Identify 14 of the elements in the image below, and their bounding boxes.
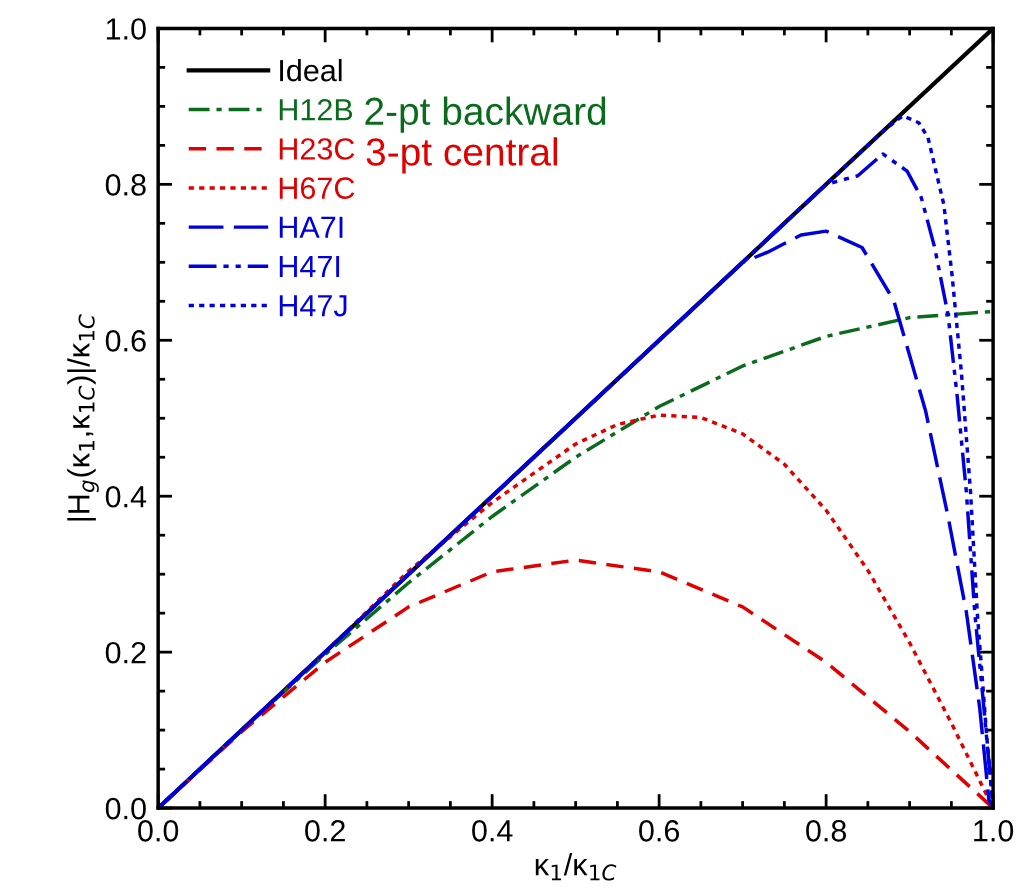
y-tick-label: 0.4 [105, 485, 147, 508]
x-tick-label: 0.0 [138, 820, 179, 842]
x-axis-title: κ$_{1}$/κ$_{1C}$ [535, 853, 617, 881]
x-tick-label: 1.0 [974, 820, 1014, 842]
y-tick-label: 0.6 [105, 330, 146, 352]
x-tick-label: 0.6 [639, 820, 680, 842]
x-tick-label: 0.4 [472, 820, 513, 842]
y-tick-label: 0.0 [105, 797, 146, 820]
x-tick-label: 0.8 [806, 820, 847, 842]
y-axis-title: |H$_{g}$(κ$_{1}$,κ$_{1C}$)|/κ$_{1C}$ [67, 314, 99, 521]
y-tick-label: 1.0 [106, 18, 146, 40]
y-tick-label: 0.8 [105, 174, 146, 196]
x-tick-label: 0.2 [305, 820, 345, 842]
y-tick-label: 0.2 [105, 641, 146, 664]
